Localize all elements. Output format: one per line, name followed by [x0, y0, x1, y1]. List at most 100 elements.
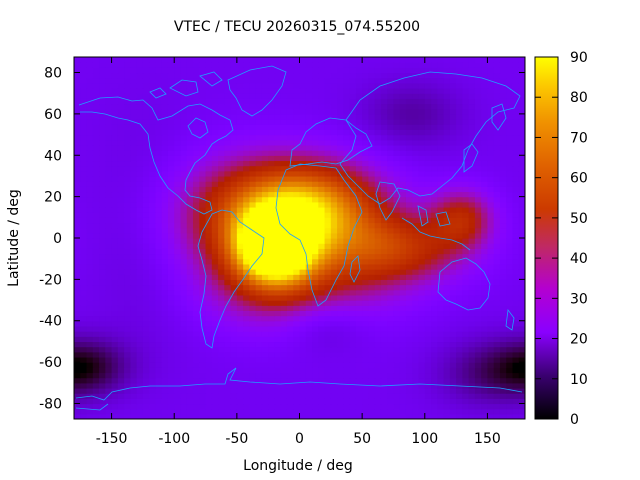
heatmap-cell	[174, 398, 182, 405]
heatmap-cell	[405, 196, 413, 203]
heatmap-cell	[305, 413, 313, 419]
heatmap-cell	[512, 108, 520, 115]
heatmap-cell	[230, 217, 238, 224]
heatmap-cell	[305, 82, 313, 89]
heatmap-cell	[186, 387, 194, 394]
heatmap-cell	[186, 382, 194, 389]
heatmap-cell	[224, 377, 232, 384]
heatmap-cell	[293, 232, 301, 239]
heatmap-cell	[506, 248, 514, 255]
heatmap-cell	[136, 269, 144, 275]
heatmap-cell	[330, 144, 338, 151]
heatmap-cell	[312, 269, 319, 275]
heatmap-cell	[293, 165, 301, 172]
heatmap-cell	[236, 124, 244, 130]
heatmap-cell	[86, 367, 94, 374]
heatmap-cell	[230, 191, 238, 198]
heatmap-cell	[218, 310, 225, 317]
heatmap-cell	[124, 336, 131, 343]
heatmap-cell	[456, 362, 463, 368]
heatmap-cell	[205, 346, 213, 353]
heatmap-cell	[268, 139, 276, 146]
heatmap-cell	[443, 103, 451, 110]
heatmap-cell	[142, 372, 150, 379]
heatmap-cell	[230, 315, 238, 322]
heatmap-cell	[186, 300, 194, 306]
heatmap-cell	[167, 201, 175, 208]
heatmap-cell	[456, 175, 463, 182]
heatmap-cell	[393, 88, 401, 94]
heatmap-cell	[337, 217, 344, 224]
heatmap-cell	[418, 294, 426, 301]
heatmap-cell	[86, 336, 94, 343]
heatmap-cell	[224, 150, 232, 156]
heatmap-cell	[312, 253, 319, 260]
heatmap-cell	[512, 139, 520, 146]
heatmap-cell	[105, 263, 113, 270]
heatmap-cell	[374, 232, 382, 239]
heatmap-cell	[481, 300, 489, 306]
heatmap-cell	[405, 331, 413, 337]
heatmap-cell	[443, 88, 451, 94]
heatmap-cell	[487, 88, 495, 94]
heatmap-cell	[318, 393, 326, 399]
heatmap-cell	[205, 279, 213, 286]
heatmap-cell	[418, 403, 426, 410]
heatmap-cell	[349, 170, 357, 177]
heatmap-cell	[280, 398, 288, 405]
heatmap-cell	[324, 289, 332, 296]
heatmap-cell	[330, 279, 338, 286]
heatmap-cell	[111, 72, 119, 79]
heatmap-cell	[243, 372, 250, 379]
heatmap-cell	[243, 248, 250, 255]
heatmap-cell	[86, 113, 94, 120]
heatmap-cell	[330, 403, 338, 410]
heatmap-cell	[312, 393, 319, 399]
heatmap-cell	[499, 93, 507, 99]
heatmap-cell	[337, 93, 344, 99]
heatmap-cell	[362, 243, 369, 249]
heatmap-cell	[142, 175, 150, 182]
heatmap-cell	[487, 206, 495, 213]
heatmap-cell	[506, 191, 514, 198]
heatmap-cell	[512, 150, 520, 156]
heatmap-cell	[393, 408, 401, 415]
heatmap-cell	[105, 181, 113, 187]
heatmap-cell	[374, 160, 382, 167]
heatmap-cell	[343, 206, 351, 213]
heatmap-cell	[337, 367, 344, 374]
heatmap-cell	[117, 413, 125, 419]
heatmap-cell	[199, 372, 207, 379]
heatmap-cell	[117, 393, 125, 399]
heatmap-cell	[124, 119, 131, 125]
heatmap-cell	[286, 269, 294, 275]
heatmap-cell	[324, 279, 332, 286]
heatmap-cell	[355, 72, 363, 79]
heatmap-cell	[362, 336, 369, 343]
heatmap-cell	[437, 279, 445, 286]
heatmap-cell	[506, 181, 514, 187]
heatmap-cell	[261, 263, 269, 270]
heatmap-cell	[193, 238, 200, 244]
heatmap-cell	[474, 243, 482, 249]
heatmap-cell	[374, 362, 382, 368]
heatmap-cell	[224, 201, 232, 208]
heatmap-cell	[305, 134, 313, 141]
heatmap-cell	[130, 93, 138, 99]
heatmap-cell	[167, 212, 175, 218]
heatmap-cell	[280, 341, 288, 348]
heatmap-cell	[380, 403, 388, 410]
heatmap-cell	[186, 212, 194, 218]
heatmap-cell	[286, 170, 294, 177]
heatmap-cell	[418, 103, 426, 110]
heatmap-cell	[499, 263, 507, 270]
heatmap-cell	[80, 367, 88, 374]
heatmap-cell	[418, 393, 426, 399]
heatmap-cell	[362, 165, 369, 172]
heatmap-cell	[218, 201, 225, 208]
heatmap-cell	[211, 289, 219, 296]
heatmap-cell	[468, 222, 476, 229]
heatmap-cell	[393, 310, 401, 317]
heatmap-cell	[443, 294, 451, 301]
heatmap-cell	[199, 124, 207, 130]
